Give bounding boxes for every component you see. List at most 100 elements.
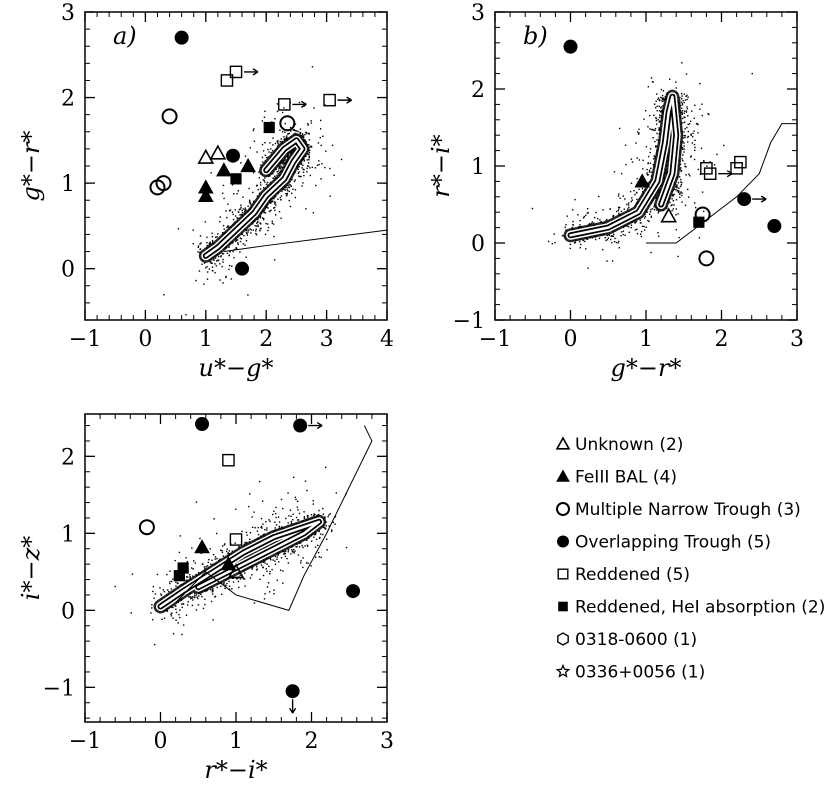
filled-square-marker <box>558 601 568 612</box>
panel-b-xtick-label: 0 <box>564 327 578 352</box>
panel-a-ylabel: g*−r* <box>17 131 45 202</box>
panel-c-series-reddened_hei <box>173 562 189 582</box>
open-circle-marker <box>556 502 570 516</box>
panel-a-xtick-label: 3 <box>320 327 334 352</box>
reddened_hei-marker-0 <box>177 562 189 574</box>
legend-label-feiii: FeIII BAL (4) <box>575 468 677 488</box>
panel-a-model-track <box>223 229 387 253</box>
panel-b-xtick-label: −1 <box>479 327 511 352</box>
panel-a-series-reddened <box>220 65 336 111</box>
reddened_hei-marker-1 <box>230 173 242 185</box>
panel-c-model-track <box>175 425 373 611</box>
feiii-marker-1 <box>220 556 237 571</box>
reddened-marker-2 <box>278 98 291 111</box>
panel-a-ytick-label: 2 <box>61 87 75 112</box>
panel-c-ytick-label: −1 <box>43 676 75 701</box>
filled-triangle-marker <box>556 469 570 482</box>
legend-label-reddened_hei: Reddened, HeI absorption (2) <box>575 598 825 618</box>
legend-item-obj0318: 0318-0600 (1) <box>557 630 697 650</box>
panel-c-series-feiii <box>194 539 237 571</box>
reddened-marker-1 <box>229 533 243 546</box>
panel-a-series-reddened_hei <box>230 121 275 185</box>
overlapping-marker-1 <box>293 418 308 433</box>
multiple-marker-0 <box>161 108 178 125</box>
legend-label-reddened: Reddened (5) <box>575 565 690 585</box>
panel-c-xlabel: r*−i* <box>204 756 267 784</box>
panel-a-ytick-label: 3 <box>61 1 75 26</box>
panel-b-limit-arrow-1 <box>752 195 767 203</box>
panel-b: −1 0 1 2 3 −1 0 1 2 3 g*−r* r*−i* b) <box>427 1 804 382</box>
panel-b-xlabel: g*−r* <box>611 354 682 382</box>
panel-b-series-unknown <box>660 207 678 223</box>
reddened-marker-1 <box>229 65 243 79</box>
overlapping-marker-2 <box>235 261 250 276</box>
panel-b-model-track <box>646 123 797 244</box>
panel-c-plot-area <box>114 417 373 714</box>
legend-label-obj0336: 0336+0056 (1) <box>575 663 705 683</box>
overlapping-marker-3 <box>285 684 300 699</box>
panel-b-ytick-label: 0 <box>471 232 485 257</box>
overlapping-marker-2 <box>767 219 782 234</box>
panel-c-ytick-label: 0 <box>61 599 75 624</box>
legend-item-reddened: Reddened (5) <box>557 565 690 585</box>
panel-b-series-reddened_hei <box>693 216 705 228</box>
unknown-marker-0 <box>209 144 227 160</box>
reddened_hei-marker-1 <box>173 570 185 582</box>
panel-b-plot-area <box>531 39 797 269</box>
panel-a-ytick-label: 0 <box>61 258 75 283</box>
feiii-marker-0 <box>634 173 651 188</box>
panel-a-limit-arrow-1 <box>292 100 307 109</box>
overlapping-marker-0 <box>195 417 210 432</box>
panel-b-ytick-label: 2 <box>471 78 485 103</box>
panel-b-xtick-label: 3 <box>790 327 804 352</box>
overlapping-marker-1 <box>737 192 752 207</box>
panel-a-plot-area <box>149 30 387 316</box>
panel-c-series-multiple <box>138 519 155 536</box>
overlapping-marker-0 <box>563 39 578 54</box>
reddened-marker-0 <box>222 453 235 467</box>
panel-a-xtick-label: 4 <box>380 327 394 352</box>
panel-b-xtick-label: 1 <box>639 327 653 352</box>
overlapping-marker-1 <box>225 148 240 163</box>
panel-a-xtick-label: 1 <box>199 327 213 352</box>
legend-item-feiii: FeIII BAL (4) <box>556 468 677 488</box>
legend: Unknown (2) FeIII BAL (4) Multiple Narrow … <box>555 435 825 683</box>
legend-label-unknown: Unknown (2) <box>575 435 683 455</box>
multiple-marker-3 <box>149 179 166 196</box>
legend-item-obj0336: 0336+0056 (1) <box>555 663 705 683</box>
panel-a-series-unknown <box>197 144 227 164</box>
feiii-marker-1 <box>197 187 214 203</box>
overlapping-marker-2 <box>346 584 361 599</box>
panel-b-ylabel: r*−i* <box>427 134 455 197</box>
panel-c-contour-inner <box>159 520 321 608</box>
panel-a-contour-outer <box>198 133 310 263</box>
legend-item-unknown: Unknown (2) <box>555 435 683 455</box>
panel-b-series-overlapping <box>563 39 782 234</box>
legend-item-overlapping: Overlapping Trough (5) <box>557 533 771 553</box>
panel-c-xtick-label: 1 <box>229 729 243 754</box>
panel-a-ytick-label: 1 <box>61 172 75 197</box>
reddened_hei-marker-0 <box>693 216 705 228</box>
feiii-marker-0 <box>194 539 210 554</box>
panel-b-contour-inner <box>569 95 678 237</box>
open-star-marker <box>555 663 571 678</box>
legend-item-reddened_hei: Reddened, HeI absorption (2) <box>558 598 825 618</box>
panel-a-xtick-label: 2 <box>259 327 273 352</box>
panel-a-limit-arrow-0 <box>244 68 259 76</box>
panel-c: −1 0 1 2 3 −1 0 1 2 r*−i* i*−z* <box>17 413 394 784</box>
multiple-marker-0 <box>138 519 155 536</box>
multiple-marker-1 <box>698 250 715 267</box>
open-square-marker <box>557 568 569 580</box>
panel-b-limit-arrow-0 <box>718 170 733 178</box>
reddened_hei-marker-0 <box>263 121 275 134</box>
panel-c-limit-arrow-0 <box>308 421 323 430</box>
unknown-marker-0 <box>227 563 245 579</box>
panel-b-ytick-label: 3 <box>471 1 485 26</box>
open-triangle-marker <box>555 436 571 450</box>
reddened-marker-3 <box>323 93 336 107</box>
panel-a-xtick-label: −1 <box>69 327 101 352</box>
panel-c-xtick-label: 3 <box>380 729 394 754</box>
panel-a: −1 0 1 2 3 4 0 1 2 3 u*−g* g*−r* a) <box>17 1 394 382</box>
open-hexagon-marker <box>557 632 569 646</box>
